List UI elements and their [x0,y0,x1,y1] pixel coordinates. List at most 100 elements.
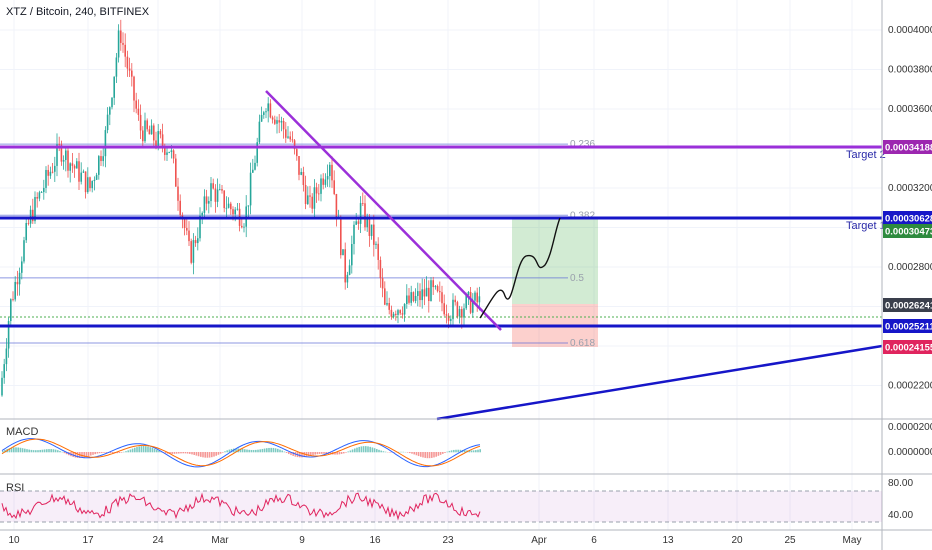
candle-body [458,309,461,317]
macd-histogram-bar [15,447,17,453]
price-tag-label: 0.00030473 [885,227,932,238]
macd-histogram-bar [57,450,59,453]
candle-body [223,190,225,209]
signal-line [1,438,481,467]
candle-body [98,156,100,175]
macd-histogram-bar [321,452,323,454]
candle-body [216,189,219,202]
macd-histogram-bar [24,448,26,453]
candle-body [403,304,406,315]
candle-body [197,238,199,244]
candle-body [43,187,45,193]
macd-histogram-bar [442,452,444,454]
candle-body [359,203,362,224]
macd-histogram-bar [382,451,385,453]
candle-body [10,299,12,322]
candle-body [355,221,357,225]
macd-histogram-bar [120,452,123,453]
macd-histogram-bar [116,452,118,454]
macd-histogram-bar [246,449,248,453]
macd-histogram-bar [90,452,92,456]
macd-histogram-bar [435,452,437,457]
fib-label-3: 0.5 [570,273,584,284]
candle-body [155,140,157,146]
macd-histogram-bar [164,452,167,454]
macd-histogram-bar [76,452,79,458]
macd-histogram-bar [37,450,39,453]
macd-histogram-bar [138,446,140,453]
macd-histogram-bar [59,450,61,453]
candle-body [236,208,239,210]
macd-histogram-bar [351,449,354,453]
rsi-axis[interactable]: 80.00 40.00 [888,478,913,521]
macd-histogram-bar [184,452,187,454]
macd-axis[interactable]: 0.00002000 0.00000000 [888,422,932,458]
macd-histogram-bar [48,449,50,453]
macd-histogram-bar [85,452,88,457]
candle-body [3,364,5,378]
ascending-trendline[interactable] [436,344,883,421]
macd-histogram-bar [255,449,257,453]
candle-body [423,289,426,297]
target-2-label: Target 2 [846,149,886,161]
candle-body [69,163,71,171]
macd-histogram-bar [4,449,6,453]
macd-histogram-bar [41,449,44,453]
macd-histogram-bar [127,450,129,453]
candle-body [472,300,474,313]
candle-body [293,140,296,150]
candle-body [320,178,322,194]
macd-histogram-bar [30,449,33,453]
candle-body [179,200,181,216]
macd-histogram-bar [470,450,473,453]
candle-body [243,226,245,228]
candle-body [417,291,419,296]
price-axis[interactable]: 0.000400000.000380000.000360000.00034000… [888,25,932,392]
candle-body [467,291,470,296]
macd-histogram-bar [268,447,270,453]
macd-histogram-bar [336,452,338,455]
macd-histogram-bar [10,447,13,453]
macd-histogram-bar [314,452,316,455]
candle-body [379,259,382,279]
macd-histogram-bar [169,452,171,454]
candle-body [447,315,450,321]
macd-histogram-bar [270,447,272,453]
candle-body [478,296,481,303]
profit-zone[interactable] [512,218,598,304]
macd-histogram-bar [81,452,83,458]
candle-body [205,196,208,204]
candle-body [252,169,254,173]
candle-body [445,314,448,316]
candle-body [87,177,89,193]
candle-body [291,139,294,141]
macd-histogram-bar [450,450,453,453]
macd-histogram-bar [224,451,226,453]
macd-histogram-bar [211,452,213,458]
time-tick-label: Apr [531,535,547,546]
macd-histogram-bar [354,448,356,453]
candle-body [93,179,96,182]
macd-histogram-bar [310,452,312,456]
macd-histogram-bar [299,452,301,458]
descending-trendline[interactable] [265,90,502,331]
macd-histogram-bar [241,448,244,453]
macd-histogram-bar [191,452,193,455]
macd-histogram-bar [83,452,85,458]
macd-histogram-bar [252,450,255,453]
time-tick-label: 17 [82,535,94,546]
projected-path[interactable] [479,217,561,319]
candle-body [183,219,186,228]
candle-body [51,171,54,173]
macd-histogram-bar [180,452,182,454]
macd-histogram-bar [439,452,442,455]
rsi-tick-label: 80.00 [888,478,913,489]
price-tags: 0.00034188 0.00030628 0.00030473 0.00026241… [883,140,932,354]
candle-body [14,281,16,300]
candle-body [432,280,434,288]
macd-histogram-bar [19,447,22,453]
candle-body [452,299,454,320]
time-axis[interactable]: 10 17 24 Mar 9 16 23 Apr 6 13 20 25 May [8,535,861,546]
candle-body [117,30,120,58]
